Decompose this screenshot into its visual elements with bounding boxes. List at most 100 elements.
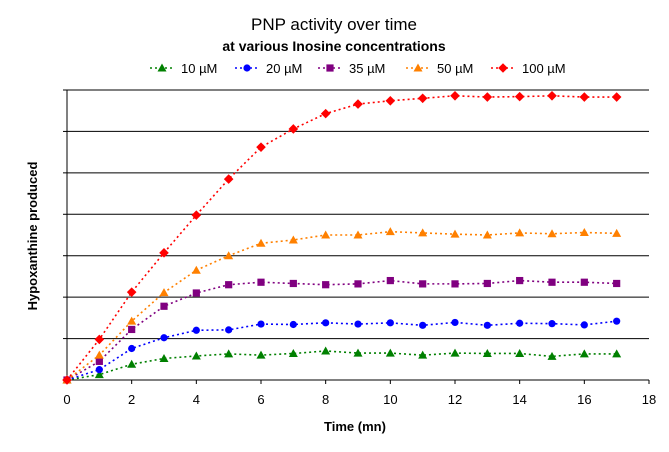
- data-point: [94, 350, 104, 359]
- data-point: [418, 228, 428, 237]
- data-point: [547, 229, 557, 238]
- data-point: [224, 251, 234, 260]
- data-point: [514, 91, 525, 102]
- data-point: [127, 316, 137, 325]
- data-point: [516, 319, 524, 327]
- data-point: [385, 95, 396, 106]
- x-tick-label: 4: [193, 392, 200, 407]
- data-point: [126, 287, 137, 297]
- data-point: [516, 276, 524, 285]
- x-tick-label: 2: [128, 392, 135, 407]
- legend-item: 100 µM: [491, 61, 566, 76]
- legend-marker: [413, 63, 423, 72]
- series-line: [66, 279, 617, 381]
- data-point: [159, 288, 169, 297]
- data-point: [613, 317, 621, 325]
- data-point: [353, 348, 363, 357]
- data-point: [256, 238, 266, 247]
- legend-marker: [157, 63, 167, 72]
- data-point: [288, 348, 298, 357]
- data-point: [62, 375, 72, 385]
- x-tick-label: 12: [448, 392, 462, 407]
- data-point: [579, 349, 589, 358]
- data-point: [483, 279, 491, 288]
- data-point: [418, 350, 428, 359]
- data-point: [225, 281, 233, 289]
- data-point: [354, 280, 362, 288]
- x-tick-label: 16: [577, 392, 591, 407]
- data-point: [386, 276, 394, 285]
- legend-marker: [498, 63, 508, 73]
- data-point: [579, 228, 589, 237]
- series-line: [66, 320, 617, 381]
- series-1: [63, 317, 621, 384]
- legend-marker: [326, 64, 334, 72]
- x-tick-label: 18: [642, 392, 656, 407]
- data-point: [160, 302, 168, 310]
- data-point: [289, 320, 297, 329]
- data-point: [321, 230, 331, 239]
- series-layer: [62, 91, 622, 385]
- data-point: [94, 334, 105, 345]
- data-point: [225, 326, 233, 334]
- data-point: [613, 279, 621, 288]
- data-point: [223, 174, 234, 184]
- legend-item: 20 µM: [235, 61, 302, 76]
- data-point: [159, 353, 169, 362]
- legend-item: 10 µM: [150, 61, 217, 76]
- x-tick-label: 0: [63, 392, 70, 407]
- x-tick-label: 14: [512, 392, 526, 407]
- data-point: [95, 366, 103, 374]
- x-axis-ticks: 0 2 4 6 8 10 12 14 16 18: [63, 380, 656, 407]
- x-tick-label: 8: [322, 392, 329, 407]
- series-2: [63, 276, 621, 384]
- series-3: [62, 227, 622, 384]
- data-point: [256, 142, 266, 152]
- data-point: [580, 278, 588, 286]
- data-point: [192, 326, 200, 334]
- data-point: [159, 248, 169, 258]
- series-4: [62, 91, 622, 385]
- data-point: [256, 350, 266, 359]
- data-point: [128, 325, 136, 334]
- data-point: [451, 318, 459, 327]
- data-point: [353, 99, 363, 109]
- x-tick-label: 6: [257, 392, 264, 407]
- data-point: [127, 359, 137, 368]
- data-point: [386, 319, 394, 327]
- axes: [63, 89, 649, 381]
- data-point: [320, 108, 331, 119]
- legend-label: 20 µM: [266, 61, 302, 76]
- legend-label: 35 µM: [349, 61, 385, 76]
- data-point: [450, 229, 460, 238]
- data-point: [192, 289, 200, 297]
- data-point: [612, 228, 622, 237]
- series-line: [66, 94, 617, 381]
- data-point: [450, 348, 460, 357]
- data-point: [451, 280, 459, 288]
- series-line: [66, 350, 617, 381]
- legend-label: 100 µM: [522, 61, 566, 76]
- data-point: [257, 320, 265, 328]
- data-point: [515, 348, 525, 357]
- gridlines: [67, 89, 649, 340]
- data-point: [94, 370, 104, 379]
- data-point: [612, 349, 622, 358]
- data-point: [385, 348, 395, 357]
- data-point: [515, 228, 525, 237]
- legend-item: 50 µM: [406, 61, 473, 76]
- data-point: [419, 321, 427, 329]
- data-point: [417, 93, 428, 104]
- data-point: [288, 124, 299, 134]
- series-line: [66, 230, 617, 381]
- data-point: [353, 230, 363, 239]
- data-point: [450, 91, 460, 101]
- data-point: [191, 351, 201, 360]
- data-point: [95, 357, 103, 365]
- data-point: [482, 230, 492, 239]
- data-point: [128, 344, 136, 353]
- data-point: [548, 320, 556, 328]
- data-point: [547, 351, 557, 360]
- data-point: [191, 210, 202, 220]
- data-point: [611, 92, 622, 102]
